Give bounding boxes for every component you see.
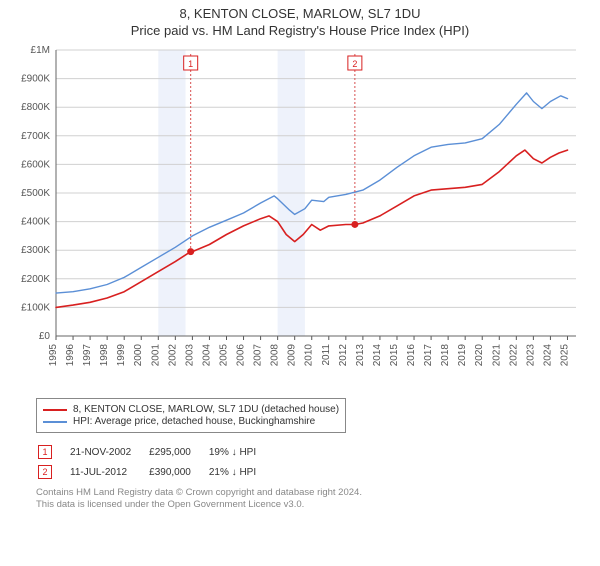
svg-text:2002: 2002 [167, 344, 178, 367]
svg-text:2004: 2004 [201, 344, 212, 367]
svg-text:2019: 2019 [457, 344, 468, 367]
svg-text:2025: 2025 [559, 344, 570, 367]
svg-text:2009: 2009 [287, 344, 298, 367]
svg-text:2011: 2011 [321, 344, 332, 366]
transaction-price: £390,000 [149, 463, 207, 481]
svg-text:£0: £0 [39, 331, 51, 342]
svg-text:£500K: £500K [21, 188, 50, 199]
svg-text:2000: 2000 [133, 344, 144, 367]
svg-text:2016: 2016 [406, 344, 417, 367]
chart-title-line2: Price paid vs. HM Land Registry's House … [0, 23, 600, 38]
legend-label: HPI: Average price, detached house, Buck… [73, 416, 315, 427]
chart-area: £0 £100K £200K £300K £400K £500K £600K £700K £80… [10, 42, 590, 392]
price-chart-svg: £0 £100K £200K £300K £400K £500K £600K £700K £80… [10, 42, 590, 392]
svg-text:£300K: £300K [21, 245, 50, 256]
svg-text:2020: 2020 [474, 344, 485, 367]
svg-text:1999: 1999 [116, 344, 127, 367]
transaction-marker: 2 [38, 465, 52, 479]
chart-title-block: 8, KENTON CLOSE, MARLOW, SL7 1DU Price p… [0, 6, 600, 38]
svg-text:£400K: £400K [21, 217, 50, 228]
svg-text:£700K: £700K [21, 131, 50, 142]
svg-text:2024: 2024 [542, 344, 553, 367]
transaction-delta: 19% ↓ HPI [209, 443, 272, 461]
svg-text:£200K: £200K [21, 274, 50, 285]
footer-line1: Contains HM Land Registry data © Crown c… [36, 487, 592, 499]
svg-text:2003: 2003 [184, 344, 195, 367]
svg-text:2018: 2018 [440, 344, 451, 367]
legend-swatch [43, 421, 67, 423]
transaction-date: 11-JUL-2012 [70, 463, 147, 481]
svg-text:£100K: £100K [21, 302, 50, 313]
svg-text:2014: 2014 [372, 344, 383, 367]
chart-title-line1: 8, KENTON CLOSE, MARLOW, SL7 1DU [0, 6, 600, 21]
svg-text:1998: 1998 [99, 344, 110, 367]
transaction-marker: 1 [38, 445, 52, 459]
chart-footer: Contains HM Land Registry data © Crown c… [36, 487, 592, 512]
table-row: 1 21-NOV-2002£295,00019% ↓ HPI [38, 443, 272, 461]
svg-text:2001: 2001 [150, 344, 161, 367]
svg-text:£900K: £900K [21, 74, 50, 85]
svg-text:£800K: £800K [21, 102, 50, 113]
svg-text:1997: 1997 [82, 344, 93, 367]
legend-box: 8, KENTON CLOSE, MARLOW, SL7 1DU (detach… [36, 398, 346, 433]
transaction-price: £295,000 [149, 443, 207, 461]
transaction-delta: 21% ↓ HPI [209, 463, 272, 481]
svg-text:2017: 2017 [423, 344, 434, 367]
legend-label: 8, KENTON CLOSE, MARLOW, SL7 1DU (detach… [73, 404, 339, 415]
svg-text:1: 1 [188, 59, 193, 69]
transactions-table: 1 21-NOV-2002£295,00019% ↓ HPI 2 11-JUL-201… [36, 441, 274, 483]
legend-row: HPI: Average price, detached house, Buck… [43, 416, 339, 427]
svg-text:2: 2 [352, 59, 357, 69]
svg-text:2007: 2007 [253, 344, 264, 367]
svg-text:2021: 2021 [491, 344, 502, 367]
table-row: 2 11-JUL-2012£390,00021% ↓ HPI [38, 463, 272, 481]
svg-text:2022: 2022 [508, 344, 519, 367]
transaction-date: 21-NOV-2002 [70, 443, 147, 461]
svg-text:2012: 2012 [338, 344, 349, 367]
legend-swatch [43, 409, 67, 411]
legend-row: 8, KENTON CLOSE, MARLOW, SL7 1DU (detach… [43, 404, 339, 415]
svg-text:2008: 2008 [270, 344, 281, 367]
svg-text:2010: 2010 [304, 344, 315, 367]
footer-line2: This data is licensed under the Open Gov… [36, 499, 592, 511]
svg-text:£600K: £600K [21, 159, 50, 170]
svg-text:2005: 2005 [218, 344, 229, 367]
svg-text:1996: 1996 [65, 344, 76, 367]
svg-text:£1M: £1M [31, 45, 50, 56]
svg-text:2013: 2013 [355, 344, 366, 367]
svg-text:2023: 2023 [525, 344, 536, 367]
svg-text:1995: 1995 [48, 344, 59, 367]
svg-text:2015: 2015 [389, 344, 400, 367]
svg-text:2006: 2006 [236, 344, 247, 367]
